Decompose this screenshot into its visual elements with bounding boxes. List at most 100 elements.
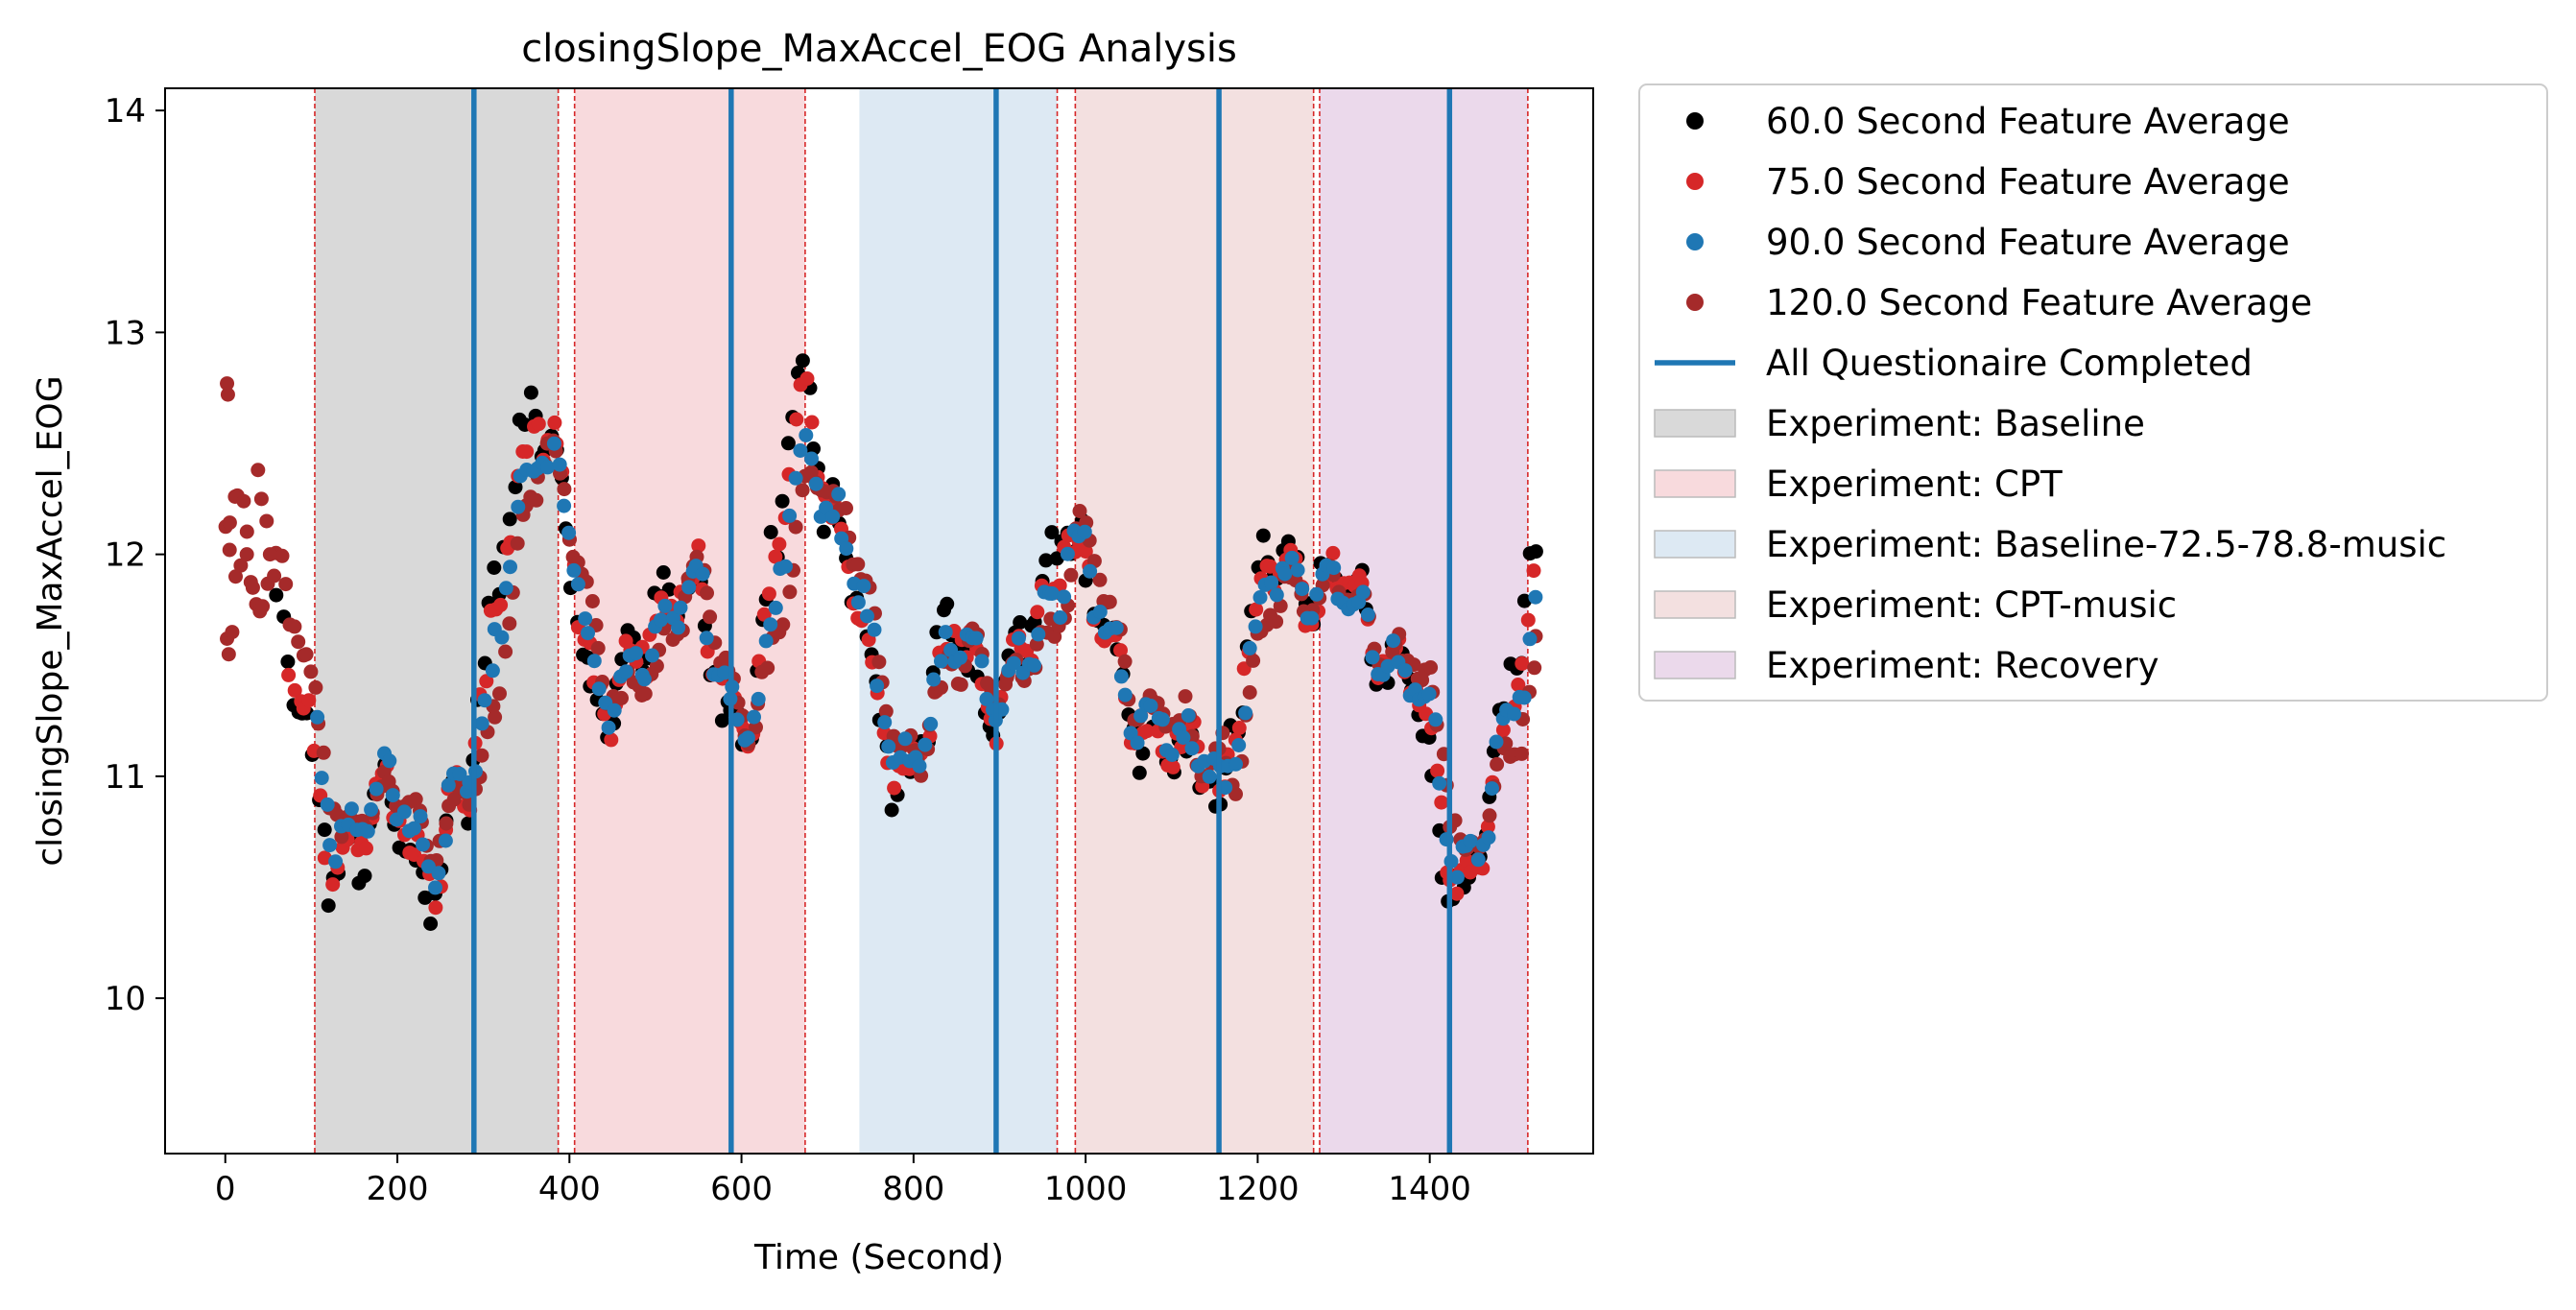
- data-point: [856, 579, 871, 594]
- x-tick-label: 200: [367, 1170, 429, 1208]
- data-point: [1326, 560, 1342, 576]
- y-tick-label: 14: [105, 92, 146, 131]
- legend-item: Experiment: Baseline-72.5-78.8-music: [1654, 524, 2446, 565]
- data-point: [887, 780, 902, 796]
- data-point: [1083, 563, 1098, 579]
- data-point: [1428, 712, 1443, 727]
- legend-label: 60.0 Second Feature Average: [1766, 101, 2290, 142]
- data-point: [747, 709, 761, 725]
- data-point: [1228, 756, 1243, 772]
- data-point: [760, 660, 775, 676]
- data-point: [1249, 602, 1264, 617]
- data-point: [637, 686, 653, 702]
- legend-patch: [1654, 530, 1736, 559]
- data-point: [681, 580, 697, 595]
- data-point: [357, 869, 372, 884]
- data-point: [1242, 640, 1257, 655]
- data-point: [768, 549, 783, 564]
- data-point: [1155, 712, 1170, 727]
- data-point: [1528, 589, 1543, 605]
- data-point: [359, 841, 373, 856]
- data-point: [586, 654, 602, 669]
- legend-patch: [1654, 469, 1736, 498]
- legend-label: Experiment: Recovery: [1766, 645, 2159, 686]
- data-point: [591, 681, 607, 697]
- data-point: [1485, 781, 1499, 797]
- data-point: [654, 612, 668, 628]
- data-point: [578, 611, 593, 627]
- legend-item: Experiment: CPT: [1654, 464, 2063, 505]
- data-point: [1516, 593, 1532, 608]
- data-point: [1044, 586, 1060, 601]
- data-point: [918, 737, 933, 752]
- data-point: [775, 493, 790, 509]
- legend-label: 90.0 Second Feature Average: [1766, 222, 2290, 263]
- data-point: [1231, 738, 1247, 752]
- data-point: [636, 672, 652, 687]
- data-point: [1031, 627, 1046, 642]
- x-axis: 0 200 400 600 800 1000 1200 1400: [215, 1154, 1471, 1208]
- data-point: [487, 560, 502, 575]
- data-point: [614, 690, 629, 705]
- data-point: [1459, 853, 1474, 869]
- data-point: [452, 767, 467, 781]
- data-point: [396, 804, 412, 820]
- data-point: [763, 617, 778, 632]
- y-axis: 10 11 12 13 14: [105, 92, 165, 1018]
- data-point: [1228, 786, 1243, 801]
- series-120s-early: [220, 376, 277, 662]
- data-point: [656, 565, 671, 580]
- data-point: [406, 821, 421, 836]
- data-point: [474, 748, 489, 763]
- data-point: [281, 667, 297, 682]
- data-point: [552, 457, 567, 472]
- data-points: [218, 353, 1543, 931]
- data-point: [317, 822, 332, 838]
- legend-marker: [1686, 173, 1704, 190]
- data-point: [308, 679, 323, 695]
- data-point: [220, 376, 235, 392]
- data-point: [325, 877, 341, 893]
- y-tick-label: 11: [105, 758, 146, 797]
- data-point: [968, 631, 984, 646]
- data-point: [1264, 575, 1279, 590]
- data-point: [1520, 612, 1536, 628]
- data-point: [782, 584, 798, 600]
- data-point: [1181, 708, 1196, 723]
- data-point: [1423, 660, 1439, 675]
- data-point: [1507, 706, 1522, 722]
- data-point: [1030, 605, 1045, 620]
- data-point: [1139, 724, 1155, 739]
- data-point: [795, 353, 810, 369]
- data-point: [1273, 598, 1288, 613]
- data-point: [239, 547, 254, 562]
- data-point: [1053, 610, 1068, 625]
- data-point: [547, 415, 562, 430]
- legend-label: Experiment: Baseline-72.5-78.8-music: [1766, 524, 2446, 565]
- data-point: [255, 599, 271, 614]
- data-point: [1044, 525, 1060, 540]
- data-point: [570, 577, 585, 592]
- data-point: [1365, 650, 1380, 665]
- data-point: [758, 633, 774, 649]
- data-point: [870, 679, 885, 694]
- legend: 60.0 Second Feature Average 75.0 Second F…: [1638, 83, 2548, 702]
- x-tick-label: 600: [710, 1170, 773, 1208]
- data-point: [1490, 756, 1505, 772]
- data-point: [1495, 723, 1511, 738]
- data-point: [502, 616, 517, 631]
- data-point: [493, 597, 509, 612]
- legend-patch: [1654, 409, 1736, 438]
- data-point: [780, 436, 796, 451]
- legend-label: Experiment: CPT-music: [1766, 584, 2177, 626]
- data-point: [1295, 582, 1310, 597]
- data-point: [768, 600, 783, 615]
- data-point: [934, 654, 948, 669]
- data-point: [566, 562, 582, 578]
- data-point: [604, 732, 619, 748]
- data-point: [1516, 690, 1532, 705]
- data-point: [1449, 886, 1465, 901]
- data-point: [1252, 590, 1268, 605]
- data-point: [382, 753, 397, 769]
